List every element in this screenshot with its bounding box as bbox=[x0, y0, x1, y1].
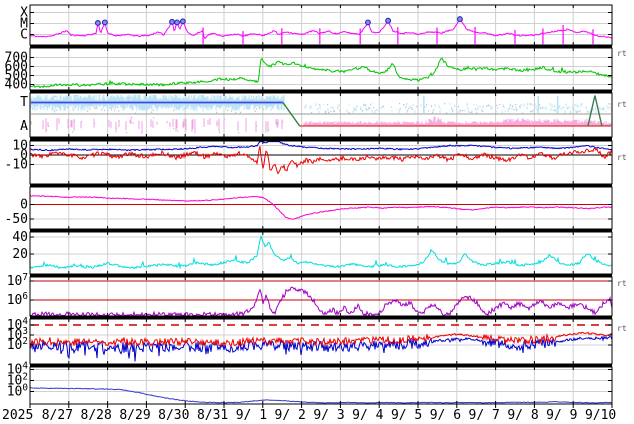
ytick-label: C bbox=[20, 28, 28, 43]
ytick-label: 106 bbox=[7, 291, 29, 308]
ytick-label: 102 bbox=[7, 336, 28, 353]
ytick-label: 104 bbox=[7, 316, 29, 333]
flare-marker bbox=[179, 18, 186, 25]
ytick-label: 400 bbox=[5, 78, 28, 93]
xtick-label: 8/27 bbox=[42, 408, 73, 423]
series-dst bbox=[29, 195, 613, 220]
rt-marker: rt bbox=[617, 324, 627, 333]
xtick-label: 9/ 8 bbox=[507, 408, 538, 423]
series-elec_blue bbox=[29, 335, 613, 362]
ytick-label: 103 bbox=[7, 326, 28, 343]
xtick-label: 9/ 5 bbox=[391, 408, 422, 423]
panel-border-xray bbox=[29, 4, 613, 46]
ytick-label: 100 bbox=[7, 383, 29, 400]
xtick-label: 8/31 bbox=[197, 408, 228, 423]
series-elec_red bbox=[29, 331, 613, 348]
ytick-label: 20 bbox=[12, 247, 28, 262]
spike-marker bbox=[587, 95, 603, 127]
panel-border-dst bbox=[29, 186, 613, 230]
ytick-label: X bbox=[20, 5, 28, 20]
xtick-label: 9/ 4 bbox=[352, 408, 383, 423]
panel-border-wind bbox=[29, 47, 613, 91]
xtick-label: 9/ 9 bbox=[546, 408, 577, 423]
flare-marker bbox=[101, 19, 108, 26]
series-bt bbox=[29, 141, 613, 152]
ytick-label: M bbox=[20, 17, 28, 32]
flare-marker bbox=[174, 19, 181, 26]
flare-marker bbox=[94, 20, 101, 26]
series-xray bbox=[29, 18, 613, 40]
series-wind bbox=[29, 57, 613, 89]
xtick-label: 9/ 1 bbox=[236, 408, 267, 423]
flare-marker bbox=[364, 19, 371, 26]
ytick-label: 0 bbox=[20, 148, 28, 163]
series-density bbox=[29, 234, 613, 270]
ytick-label: 10 bbox=[12, 138, 28, 153]
ytick-label: 102 bbox=[7, 371, 28, 388]
xtick-label: 9/ 6 bbox=[430, 408, 461, 423]
ytick-label: 0 bbox=[20, 197, 28, 212]
rt-marker: rt bbox=[617, 49, 627, 58]
panel-border-prot bbox=[29, 276, 613, 317]
panel-border-imf bbox=[29, 140, 613, 185]
panel-border-elec bbox=[29, 318, 613, 365]
rt-marker: rt bbox=[617, 279, 627, 288]
panel-border-ta bbox=[29, 92, 613, 138]
year-label: 2025 bbox=[2, 408, 33, 423]
xtick-label: 9/ 2 bbox=[275, 408, 306, 423]
xtick-label: 8/28 bbox=[81, 408, 112, 423]
ytick-label: -10 bbox=[5, 157, 28, 172]
panel-border-dens bbox=[29, 231, 613, 275]
rt-marker: rt bbox=[617, 153, 627, 162]
series-low bbox=[29, 387, 613, 404]
ytick-label: 600 bbox=[5, 59, 28, 74]
t-ramp-line bbox=[282, 102, 301, 127]
ytick-label: 40 bbox=[12, 230, 28, 245]
xtick-label: 9/ 3 bbox=[313, 408, 344, 423]
rt-marker: rt bbox=[617, 100, 627, 109]
flare-marker bbox=[385, 17, 392, 24]
flare-marker bbox=[456, 16, 463, 23]
xtick-label: 8/29 bbox=[119, 408, 150, 423]
ytick-label: 700 bbox=[5, 50, 28, 65]
ytick-label: 107 bbox=[7, 272, 28, 289]
series-bz bbox=[29, 146, 613, 175]
ytick-label: 500 bbox=[5, 68, 28, 83]
panel-border-low bbox=[29, 366, 613, 405]
ytick-label: 104 bbox=[7, 360, 29, 377]
xtick-label: 9/10 bbox=[585, 408, 616, 423]
xtick-label: 9/ 7 bbox=[469, 408, 500, 423]
t-label: T bbox=[20, 95, 28, 110]
a-label: A bbox=[20, 119, 28, 134]
ytick-label: -50 bbox=[5, 212, 28, 227]
flare-marker bbox=[169, 18, 175, 25]
series-protons bbox=[30, 286, 613, 317]
xtick-label: 8/30 bbox=[158, 408, 189, 423]
